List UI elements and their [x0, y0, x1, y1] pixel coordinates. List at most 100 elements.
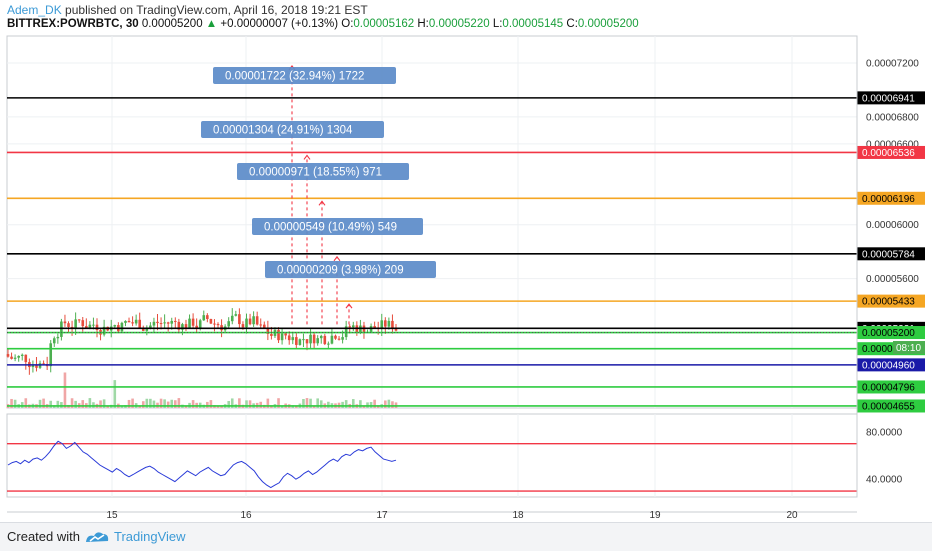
volume-bar	[351, 399, 355, 408]
candle	[124, 320, 127, 323]
candle	[266, 328, 270, 334]
high-value: 0.00005220	[428, 18, 490, 30]
volume-bar	[131, 398, 134, 408]
volume-bar	[13, 399, 17, 408]
candle	[284, 333, 287, 336]
candle	[52, 338, 56, 344]
projection-arrow-icon	[303, 154, 311, 160]
candle	[170, 320, 174, 324]
rsi-pane	[6, 413, 858, 498]
high-label: H:	[417, 18, 429, 30]
candle	[152, 321, 156, 326]
rsi-line	[7, 440, 397, 489]
volume-bar	[216, 405, 220, 408]
tradingview-brand[interactable]: TradingView	[114, 529, 186, 544]
level-price-tag	[857, 91, 925, 105]
volume-bar	[38, 399, 42, 408]
volume-bar	[88, 398, 92, 408]
candle	[255, 316, 259, 325]
volume-bar	[248, 400, 252, 408]
candle	[60, 321, 63, 337]
open-value: 0.00005162	[353, 18, 415, 30]
projection-arrow-icon	[345, 303, 353, 309]
candle	[316, 338, 319, 344]
price-pane	[6, 35, 858, 409]
candle	[380, 320, 384, 329]
price-change: +0.00000007 (+0.13%)	[220, 18, 339, 30]
volume-bar	[49, 400, 53, 408]
x-tick-label: 19	[649, 510, 661, 521]
candle	[174, 320, 177, 322]
level-price-label: 0.00004796	[862, 382, 915, 393]
volume-bar	[387, 399, 391, 408]
volume-bar	[191, 400, 195, 408]
candle	[394, 329, 398, 331]
y-tick-label: 0.00006000	[866, 220, 919, 231]
level-price-label: 0.00004655	[862, 401, 915, 412]
volume-bar	[220, 405, 223, 408]
volume-bar	[56, 400, 60, 408]
candle	[309, 334, 312, 344]
x-tick-label: 18	[512, 510, 524, 521]
volume-bar	[266, 398, 270, 408]
candle	[56, 336, 60, 339]
candle	[241, 324, 245, 328]
volume-bar	[277, 398, 280, 408]
volume-bar	[141, 401, 145, 408]
candle	[248, 318, 252, 325]
time-label-tag	[893, 341, 925, 355]
level-price-label: 0.00005433	[862, 297, 915, 308]
candle	[262, 324, 266, 329]
candle	[227, 321, 230, 327]
volume-bar	[127, 399, 131, 408]
candle	[334, 335, 337, 339]
volume-bar	[63, 372, 67, 408]
candle	[95, 324, 99, 331]
candle	[319, 335, 323, 339]
candle	[384, 320, 387, 327]
level-price-label: 0.00006941	[862, 93, 915, 104]
volume-bar	[302, 399, 305, 408]
projection-label-box	[265, 261, 436, 278]
volume-bar	[319, 400, 323, 408]
volume-bar	[60, 402, 63, 408]
close-label: C:	[566, 18, 578, 30]
candle	[327, 343, 330, 345]
chart-canvas[interactable]: 15 16 17 18 19 20 0.00007200 0.00006800 0.000066…	[0, 0, 932, 522]
published-text: published on TradingView.com, April 16, …	[65, 3, 368, 17]
candle	[344, 326, 348, 338]
volume-bar	[42, 398, 45, 408]
candle	[6, 354, 10, 357]
footer: Created with TradingView	[0, 522, 932, 551]
volume-bar	[209, 400, 213, 408]
level-price-label: 0.00004960	[862, 360, 915, 371]
candle	[163, 322, 166, 324]
author-name[interactable]: Adem_DK	[7, 3, 62, 17]
candle	[230, 315, 234, 322]
candle	[213, 323, 216, 325]
candle	[234, 314, 238, 316]
candle	[252, 316, 255, 325]
candle	[77, 319, 81, 321]
volume-bar	[369, 402, 373, 408]
volume-bar	[316, 398, 319, 408]
volume-bar	[70, 398, 74, 408]
volume-bar	[170, 399, 174, 408]
candle	[305, 339, 309, 344]
candle	[323, 335, 327, 345]
level-price-tag	[857, 399, 925, 413]
projection-arrow-icon	[318, 200, 326, 206]
open-label: O:	[341, 18, 354, 30]
candle	[202, 315, 206, 321]
y-tick-label: 0.00005600	[866, 274, 919, 285]
candle	[287, 335, 291, 341]
low-value: 0.00005145	[502, 18, 564, 30]
rsi-tick-label: 40.0000	[866, 475, 903, 486]
projection-label: 0.00001304 (24.91%) 1304	[213, 125, 353, 137]
projection-label-box	[252, 218, 423, 235]
level-price-label: 0.00006536	[862, 148, 915, 159]
candle	[216, 324, 220, 326]
level-price-tag	[857, 247, 925, 261]
volume-bar	[99, 400, 102, 408]
candle	[67, 323, 70, 327]
